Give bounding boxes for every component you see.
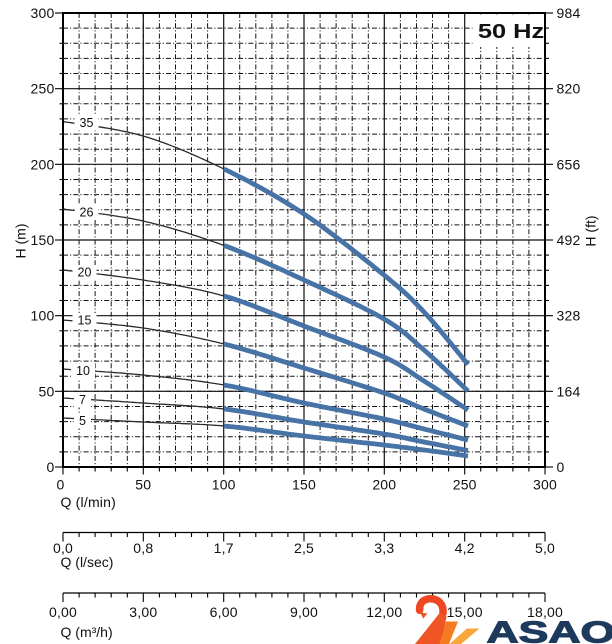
svg-text:100: 100 [31,308,55,324]
svg-text:150: 150 [31,232,55,248]
svg-text:984: 984 [557,5,581,21]
svg-text:15,00: 15,00 [447,604,483,620]
svg-text:26: 26 [80,206,94,220]
svg-text:5: 5 [79,414,86,428]
svg-text:328: 328 [557,308,581,324]
svg-text:18,00: 18,00 [527,604,563,620]
svg-text:200: 200 [372,476,396,492]
svg-text:0,0: 0,0 [53,540,73,556]
svg-text:0,8: 0,8 [133,540,153,556]
svg-text:100: 100 [212,476,236,492]
svg-text:3,3: 3,3 [374,540,394,556]
svg-text:150: 150 [292,476,316,492]
svg-text:250: 250 [453,476,477,492]
svg-text:15: 15 [78,314,92,328]
svg-text:12,00: 12,00 [366,604,402,620]
svg-text:50: 50 [39,383,55,399]
svg-text:300: 300 [533,476,557,492]
svg-text:Q (l/min): Q (l/min) [61,494,116,510]
svg-text:3,00: 3,00 [129,604,157,620]
svg-text:2,5: 2,5 [294,540,314,556]
svg-text:656: 656 [557,156,581,172]
svg-text:820: 820 [557,81,581,97]
svg-text:0: 0 [557,459,565,475]
svg-text:ASAO: ASAO [487,615,612,644]
svg-text:H (m): H (m) [13,224,29,259]
svg-text:10: 10 [76,364,90,378]
svg-text:9,00: 9,00 [290,604,318,620]
svg-text:6,00: 6,00 [210,604,238,620]
svg-text:Q (m³/h): Q (m³/h) [61,624,113,640]
svg-text:164: 164 [557,383,581,399]
svg-text:50 Hz: 50 Hz [478,20,544,43]
svg-text:20: 20 [78,266,92,280]
svg-text:50: 50 [135,476,151,492]
svg-text:300: 300 [31,5,55,21]
svg-text:5,0: 5,0 [535,540,555,556]
svg-text:492: 492 [557,232,581,248]
svg-text:250: 250 [31,81,55,97]
svg-text:35: 35 [80,116,94,130]
svg-text:0: 0 [47,459,55,475]
svg-text:0: 0 [57,476,65,492]
svg-text:200: 200 [31,156,55,172]
svg-text:4,2: 4,2 [455,540,475,556]
svg-text:1,7: 1,7 [214,540,234,556]
svg-text:7: 7 [79,393,86,407]
svg-text:H (ft): H (ft) [583,215,599,246]
svg-text:0,00: 0,00 [49,604,77,620]
svg-text:Q (l/sec): Q (l/sec) [61,554,114,570]
